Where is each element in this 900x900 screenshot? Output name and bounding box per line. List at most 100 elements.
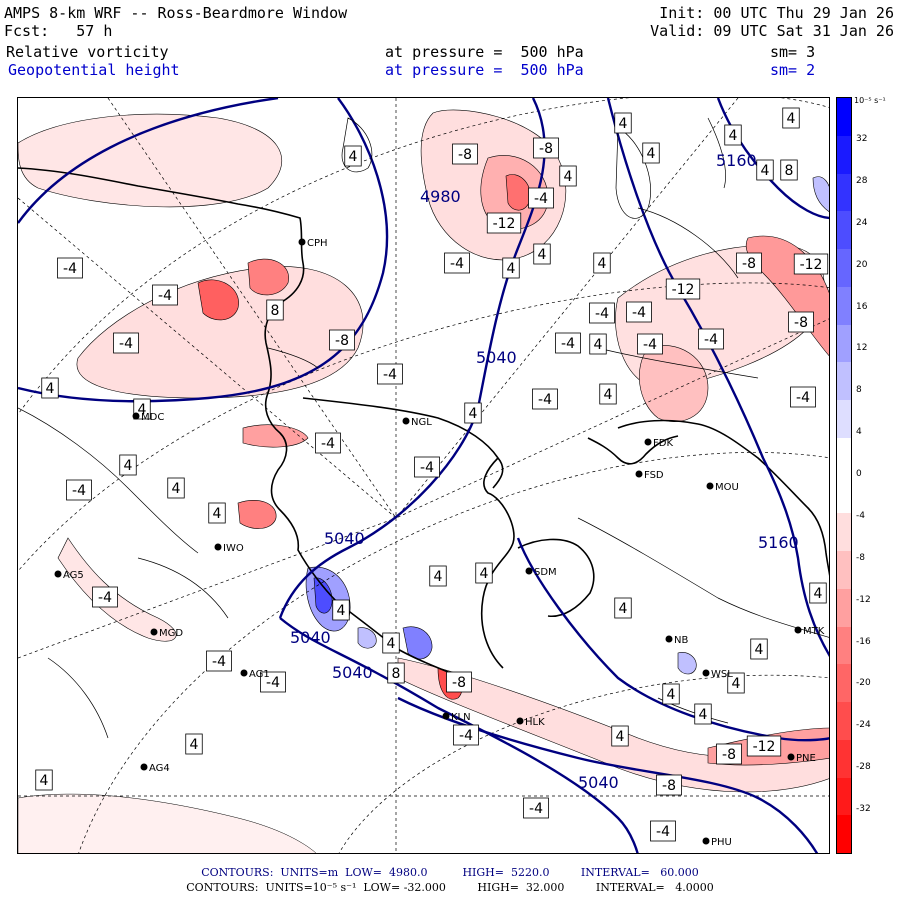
label-box xyxy=(637,333,663,355)
vorticity-contour-label: -4 xyxy=(260,671,286,693)
init-time: Init: 00 UTC Thu 29 Jan 26 xyxy=(659,4,894,22)
label-text: 4 xyxy=(616,729,625,745)
station-marker: PNE xyxy=(787,753,816,764)
station-label: AG1 xyxy=(249,669,270,680)
station-dot xyxy=(150,628,158,636)
vorticity-contour-label: 4 xyxy=(611,725,629,747)
vorticity-contour-label: -4 xyxy=(444,252,470,274)
station-dot xyxy=(132,412,140,420)
label-box xyxy=(185,733,203,755)
stations: CPH MDC NGL FDK FSD MOU IWO AG5 SDM MGD MTK NB AG1 WS… xyxy=(54,238,825,848)
vorticity-contour-label: 4 xyxy=(724,124,742,146)
label-box xyxy=(57,257,83,279)
colorbar-tick-label: -32 xyxy=(856,804,871,814)
map-title: AMPS 8-km WRF -- Ross-Beardmore Window xyxy=(4,4,348,22)
label-box xyxy=(750,638,768,660)
map-panel: 4980 5160 5040 5040 5040 5040 5160 5040 4 4 4 4 4 -8… xyxy=(17,97,830,854)
label-box xyxy=(344,145,362,167)
label-box xyxy=(464,402,482,424)
station-label: HLK xyxy=(525,717,545,728)
field2-level: at pressure = 500 hPa xyxy=(385,61,584,79)
station-label: WSL xyxy=(711,669,733,680)
valid-time: Valid: 09 UTC Sat 31 Jan 26 xyxy=(650,22,894,40)
colorbar-tick-label: -12 xyxy=(856,594,871,605)
vorticity-contour-label: 4 xyxy=(593,252,611,274)
vorticity-contour-label: 4 xyxy=(694,703,712,725)
label-text: 4 xyxy=(787,111,796,127)
vorticity-contour-label: -8 xyxy=(452,143,478,165)
label-box xyxy=(756,159,774,181)
label-text: 4 xyxy=(598,256,607,272)
field1-smoothing: sm= 3 xyxy=(770,43,816,61)
colorbar-segment xyxy=(837,98,851,136)
label-text: 4 xyxy=(647,146,656,162)
label-box xyxy=(788,311,814,333)
label-text: -12 xyxy=(800,257,823,273)
vorticity-contour-label: -4 xyxy=(698,328,724,350)
vorticity-contour-label: 4 xyxy=(642,142,660,164)
height-contour-label: 4980 xyxy=(420,187,461,206)
station-marker: PHU xyxy=(702,837,732,848)
station-marker: MGD xyxy=(150,628,183,639)
label-text: -4 xyxy=(450,256,464,272)
station-marker: FDK xyxy=(644,438,673,449)
label-text: -8 xyxy=(539,141,553,157)
station-dot xyxy=(516,717,524,725)
label-text: -4 xyxy=(459,728,473,744)
colorbar-units: 10⁻⁵ s⁻¹ xyxy=(854,96,886,105)
vorticity-contour-label: -4 xyxy=(113,332,139,354)
label-text: -4 xyxy=(212,654,226,670)
vorticity-contour-label: -12 xyxy=(793,253,829,275)
label-box xyxy=(446,671,472,693)
colorbar-segment xyxy=(837,475,851,514)
station-marker: NGL xyxy=(402,417,432,428)
height-contour-label: 5160 xyxy=(758,533,799,552)
vorticity-contour-label: -12 xyxy=(746,735,782,757)
label-box xyxy=(528,187,554,209)
label-text: -4 xyxy=(98,590,112,606)
label-box xyxy=(92,586,118,608)
label-text: -12 xyxy=(672,282,695,298)
label-text: 4 xyxy=(699,707,708,723)
vorticity-contour-label: -8 xyxy=(533,137,559,159)
colorbar-tick-label: 20 xyxy=(856,259,868,270)
label-text: 4 xyxy=(604,387,613,403)
label-box xyxy=(626,301,652,323)
vorticity-contour-label: 4 xyxy=(614,112,632,134)
label-box xyxy=(475,562,493,584)
vorticity-labels: 4 4 4 4 4 -8 -8 4 -4 -12 8 4 -4 -4 8 -4 4 4 4 -8 -12 -12 -8 -4 -… xyxy=(35,107,829,842)
colorbar-segment xyxy=(837,513,851,551)
vorticity-contour-label: 4 xyxy=(185,733,203,755)
label-box xyxy=(315,432,341,454)
label-text: 8 xyxy=(785,163,794,179)
station-label: NGL xyxy=(411,417,432,428)
colorbar-segment xyxy=(837,362,851,400)
label-text: 4 xyxy=(755,642,764,658)
label-text: 4 xyxy=(732,676,741,692)
label-text: -4 xyxy=(63,261,77,277)
colorbar-segment xyxy=(837,135,851,174)
station-marker: FSD xyxy=(635,470,664,481)
label-text: -8 xyxy=(794,315,808,331)
vorticity-contour-label: -4 xyxy=(92,586,118,608)
colorbar-segment xyxy=(837,702,851,740)
station-label: MOU xyxy=(715,482,739,493)
label-text: -4 xyxy=(538,392,552,408)
height-contour-label: 5040 xyxy=(332,663,373,682)
station-dot xyxy=(402,417,410,425)
label-text: 8 xyxy=(271,303,280,319)
vorticity-contour-label: -8 xyxy=(788,311,814,333)
vorticity-contour-label: 4 xyxy=(727,672,745,694)
vorticity-contour-label: 4 xyxy=(475,562,493,584)
colorbar-segment xyxy=(837,286,851,325)
height-contour-label: 5160 xyxy=(716,151,757,170)
label-text: 4 xyxy=(619,601,628,617)
height-contour-label: 5040 xyxy=(324,529,365,548)
colorbar-segment xyxy=(837,815,851,853)
vorticity-contour-info: CONTOURS: UNITS=10⁻⁵ s⁻¹ LOW= -32.000 HI… xyxy=(186,881,714,894)
label-text: -4 xyxy=(534,191,548,207)
station-dot xyxy=(665,635,673,643)
vorticity-contour-label: 8 xyxy=(387,662,405,684)
colorbar-segment xyxy=(837,324,851,363)
label-text: -4 xyxy=(72,483,86,499)
